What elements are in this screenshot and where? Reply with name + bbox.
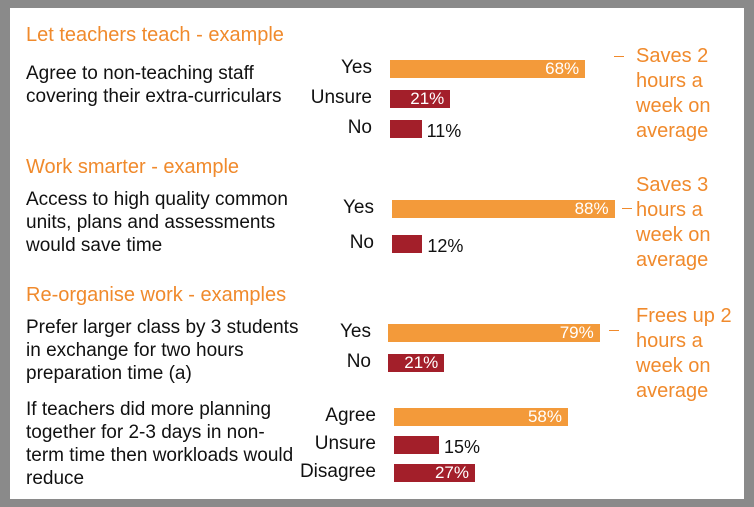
- category-label: No: [347, 117, 372, 138]
- category-label: Agree: [325, 405, 376, 426]
- category-label: Disagree: [299, 461, 376, 482]
- category-label: No: [346, 351, 371, 372]
- section-title-work-smarter: Work smarter - example: [26, 156, 240, 178]
- data-label: 15%: [444, 437, 481, 457]
- bar: [394, 436, 439, 454]
- bar: [390, 60, 586, 78]
- bar: [390, 90, 451, 108]
- data-label: 21%: [410, 89, 445, 108]
- bar: [392, 235, 423, 253]
- note-connector-2: [622, 208, 632, 209]
- bar: [394, 464, 475, 482]
- note-frees-up-2-hours: Frees up 2 hours a week on average: [636, 305, 732, 402]
- question-text-non-teaching-staff: Agree to non-teaching staff covering the…: [26, 63, 282, 107]
- bar: [388, 324, 600, 342]
- bar: [390, 120, 422, 138]
- category-label: Unsure: [310, 87, 372, 108]
- data-label: 58%: [527, 407, 562, 426]
- note-connector-3: [609, 330, 619, 331]
- data-label: 21%: [404, 353, 439, 372]
- category-label: Unsure: [314, 433, 376, 454]
- note-connector-1: [614, 56, 624, 57]
- category-label: Yes: [343, 197, 374, 218]
- category-label: Yes: [340, 321, 371, 342]
- note-saves-3-hours: Saves 3 hours a week on average: [636, 174, 711, 271]
- data-label: 11%: [426, 121, 462, 141]
- data-label: 12%: [427, 236, 464, 256]
- question-text-larger-class: Prefer larger class by 3 students in exc…: [26, 317, 299, 384]
- chart-panel: Let teachers teach - example Work smarte…: [10, 8, 744, 499]
- category-label: Yes: [341, 57, 372, 78]
- question-text-planning-together: If teachers did more planning together f…: [26, 399, 294, 489]
- bar: [388, 354, 445, 372]
- data-label: 27%: [434, 463, 469, 482]
- data-label: 88%: [574, 199, 609, 218]
- bar: [394, 408, 568, 426]
- data-label: 79%: [559, 323, 594, 342]
- section-title-let-teachers-teach: Let teachers teach - example: [26, 24, 284, 46]
- question-text-common-units: Access to high quality common units, pla…: [26, 189, 288, 256]
- category-label: No: [349, 232, 374, 253]
- data-label: 68%: [545, 59, 580, 78]
- note-saves-2-hours: Saves 2 hours a week on average: [636, 45, 711, 142]
- bar: [392, 200, 615, 218]
- section-title-re-organise-work: Re-organise work - examples: [26, 284, 287, 306]
